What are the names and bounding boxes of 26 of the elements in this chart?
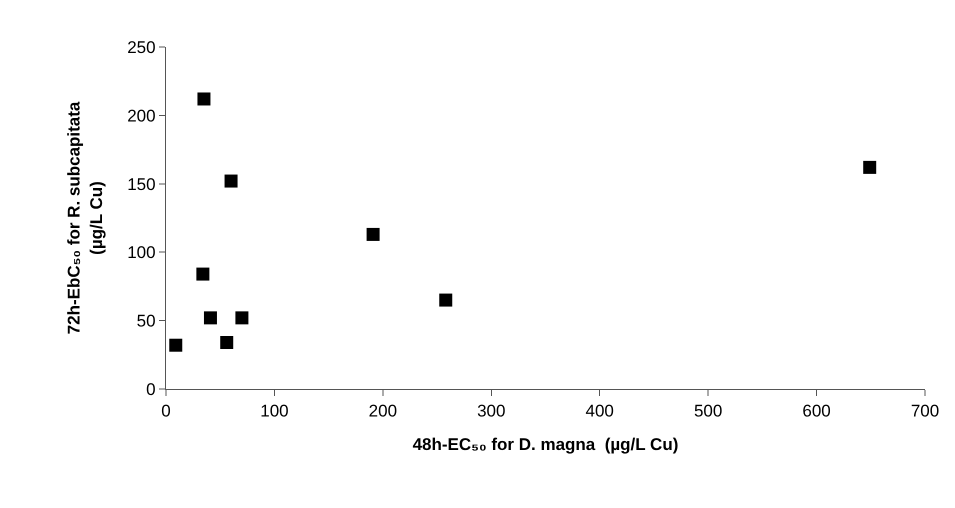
x-tick-label: 0 bbox=[161, 401, 171, 420]
x-tick-label: 100 bbox=[260, 401, 289, 420]
point bbox=[863, 160, 876, 174]
y-tick-label: 0 bbox=[146, 380, 156, 399]
x-axis-title: 48h-EC₅₀ for D. magna (µg/L Cu) bbox=[412, 434, 678, 454]
point bbox=[220, 336, 234, 349]
point bbox=[196, 268, 210, 281]
y-tick-label: 250 bbox=[127, 38, 156, 57]
x-tick-label: 300 bbox=[477, 401, 506, 420]
x-tick-label: 700 bbox=[910, 401, 940, 420]
x-tick-label: 600 bbox=[802, 401, 831, 420]
y-tick-label: 150 bbox=[127, 174, 156, 194]
y-tick-label: 100 bbox=[127, 243, 156, 262]
x-tick-label: 200 bbox=[368, 401, 398, 420]
y-tick-label: 50 bbox=[136, 312, 156, 331]
point bbox=[204, 311, 217, 324]
y-tick-label: 200 bbox=[127, 106, 156, 126]
point bbox=[366, 228, 380, 241]
point bbox=[197, 92, 210, 106]
point bbox=[439, 294, 452, 307]
point bbox=[224, 174, 238, 188]
point bbox=[169, 338, 182, 352]
point bbox=[235, 311, 248, 324]
y-axis-title: 72h-EbC₅₀ for R. subcapitata (µg/L Cu) bbox=[64, 101, 106, 334]
x-tick-label: 400 bbox=[586, 401, 614, 420]
x-tick-label: 500 bbox=[694, 401, 722, 420]
